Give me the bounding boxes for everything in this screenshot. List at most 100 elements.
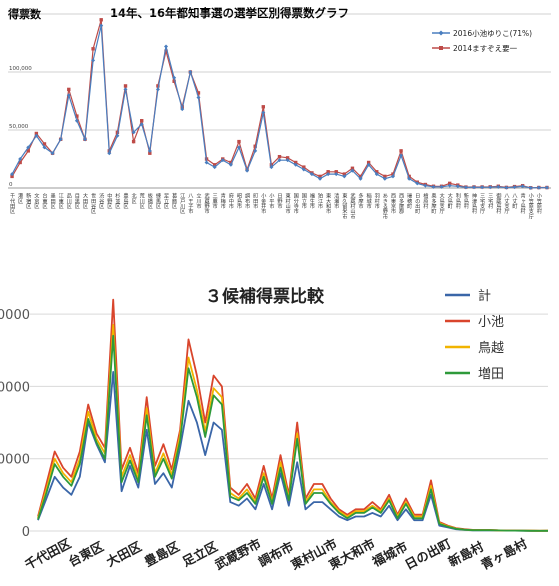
chart1-point-s2016 xyxy=(131,130,136,135)
chart1-point-s2014 xyxy=(75,114,79,118)
chart1-point-s2016 xyxy=(82,137,87,142)
chart1-point-s2016 xyxy=(496,184,501,189)
chart1-x-labels: 千代田区 港区 新宿区 文京区 台東区 墨田区 江東区 品川区 目黒区 大田区 世田谷区 渋谷区 中野区… xyxy=(9,192,542,221)
chart1-x-tick-label: 葛飾区 xyxy=(171,192,177,209)
chart1-x-tick-label: 日の出町 xyxy=(414,193,420,215)
chart1-point-s2016 xyxy=(139,122,144,127)
chart2-legend-label-torigoe: 鳥越 xyxy=(478,341,504,356)
chart1-point-s2014 xyxy=(366,160,371,165)
chart1-point-s2016 xyxy=(74,118,79,123)
chart1-point-s2016 xyxy=(439,184,444,189)
chart1-point-s2014 xyxy=(391,172,395,176)
chart1-x-tick-label: 新宿区 xyxy=(25,192,31,209)
chart1-point-s2016 xyxy=(220,158,225,163)
chart1-x-tick-label: 清瀬市 xyxy=(333,192,339,210)
chart1-point-s2016 xyxy=(544,185,549,190)
chart1-point-s2016 xyxy=(350,168,355,173)
chart1-point-s2016 xyxy=(415,181,420,186)
chart1-point-s2016 xyxy=(512,185,517,190)
chart1-point-s2016 xyxy=(91,58,96,63)
chart1-point-s2014 xyxy=(383,174,387,179)
chart1-point-s2014 xyxy=(148,151,152,155)
chart1-point-s2014 xyxy=(261,105,265,109)
chart1-x-tick-label: 昭島市 xyxy=(236,193,242,210)
chart2-x-tick-label: 豊島区 xyxy=(142,538,183,569)
chart1-x-tick-label: 小笠原村 xyxy=(535,192,541,215)
chart1-point-s2014 xyxy=(140,119,144,123)
chart1-point-s2016 xyxy=(342,174,347,179)
chart1-x-tick-label: 江東区 xyxy=(58,193,64,209)
chart1-point-s2016 xyxy=(488,185,493,190)
chart1-point-s2016 xyxy=(42,145,47,150)
chart1-point-s2014 xyxy=(91,47,95,51)
chart1-x-tick-label: 八丈町 xyxy=(511,193,517,209)
chart-three-candidates: ３候補得票比較 0 200000 400000 600000 千代田区台東区大田区豊島… xyxy=(0,286,549,572)
chart1-x-tick-label: 三宅村 xyxy=(487,193,493,209)
chart1-x-tick-label: 御蔵島村 xyxy=(495,192,501,215)
chart1-x-tick-label: 国立市 xyxy=(301,193,307,210)
chart1-legend-label-s2014: 2014ますぞえ要一 xyxy=(453,44,518,53)
chart1-point-s2016 xyxy=(358,176,363,181)
chart1-point-s2016 xyxy=(245,168,250,173)
chart1-point-s2014 xyxy=(294,160,298,165)
chart1-x-tick-label: 武蔵野市 xyxy=(203,192,209,216)
chart1-x-tick-label: 品川区 xyxy=(66,193,72,209)
chart-2014-2016-votes: 14年、16年都知事選の選挙区別得票数グラフ 得票数 050,000100,00… xyxy=(7,6,551,221)
chart1-x-tick-label: 小平市 xyxy=(268,192,274,210)
chart1-point-s2016 xyxy=(480,185,485,190)
chart1-point-s2014 xyxy=(229,160,233,165)
chart2-series-line-masuda xyxy=(37,334,548,532)
chart1-point-s2016 xyxy=(269,165,274,170)
chart1-point-s2016 xyxy=(285,158,290,163)
chart1-x-tick-label: 八丈支庁 xyxy=(503,193,509,214)
chart1-point-s2014 xyxy=(42,142,47,146)
chart1-x-tick-label: 狛江市 xyxy=(317,192,323,210)
chart1-x-tick-label: 小金井市 xyxy=(260,192,266,216)
chart1-point-s2014 xyxy=(237,139,241,144)
chart1-x-tick-label: 武蔵村山市 xyxy=(349,192,355,221)
chart1-point-s2014 xyxy=(253,144,257,148)
chart1-point-s2016 xyxy=(204,160,209,165)
chart1-point-s2014 xyxy=(399,149,403,153)
chart1-point-s2016 xyxy=(504,185,509,190)
chart1-point-s2016 xyxy=(236,145,241,150)
chart2-x-tick-label: 福城市 xyxy=(369,538,410,570)
chart1-point-s2016 xyxy=(172,75,177,80)
chart1-point-s2016 xyxy=(334,172,339,177)
chart1-point-s2016 xyxy=(253,148,258,153)
chart1-x-tick-label: 港区 xyxy=(17,192,23,204)
chart1-point-s2016 xyxy=(318,176,323,181)
chart2-legend-label-masuda: 増田 xyxy=(478,367,504,382)
chart1-point-s2016 xyxy=(326,172,331,177)
chart1-x-tick-label: 東村山市 xyxy=(285,192,291,216)
chart1-point-s2014 xyxy=(196,91,201,95)
chart1-x-tick-label: 江戸川区 xyxy=(179,193,185,215)
chart1-x-tick-label: 練馬区 xyxy=(155,192,161,209)
chart1-point-s2016 xyxy=(472,185,477,190)
chart1-legend-label-s2016: 2016小池ゆりこ(71%) xyxy=(453,28,532,38)
chart1-x-tick-label: 北区 xyxy=(130,192,136,204)
chart1-x-tick-label: 板橋区 xyxy=(146,192,152,209)
chart1-point-s2016 xyxy=(390,174,395,179)
chart1-point-s2016 xyxy=(34,133,39,138)
chart1-x-tick-label: 西多摩郡 xyxy=(398,193,404,216)
chart1-point-s2014 xyxy=(123,84,128,88)
chart1-point-s2016 xyxy=(115,133,120,138)
chart1-point-s2016 xyxy=(536,185,541,190)
chart1-point-s2016 xyxy=(277,158,282,163)
chart1-legend: 2016小池ゆりこ(71%) 2014ますぞえ要一 xyxy=(432,28,532,53)
chart1-x-tick-label: 新島村 xyxy=(463,192,469,209)
chart1-x-tick-label: 東大和市 xyxy=(325,192,331,216)
chart1-point-s2016 xyxy=(431,184,436,189)
chart1-point-s2014 xyxy=(318,174,322,179)
chart1-point-s2014 xyxy=(67,87,71,92)
chart1-x-tick-label: 府中市 xyxy=(228,192,234,210)
chart1-point-s2016 xyxy=(455,184,460,189)
chart1-x-tick-label: 小笠原支庁 xyxy=(527,192,533,220)
chart2-y-tick-label: 400000 xyxy=(0,380,30,395)
chart2-series-lines xyxy=(37,298,549,532)
chart1-point-s2016 xyxy=(301,167,306,172)
chart1-x-tick-label: 羽村市 xyxy=(374,193,380,210)
chart1-x-tick-label: 大田区 xyxy=(82,192,88,209)
chart1-point-s2016 xyxy=(58,137,63,142)
